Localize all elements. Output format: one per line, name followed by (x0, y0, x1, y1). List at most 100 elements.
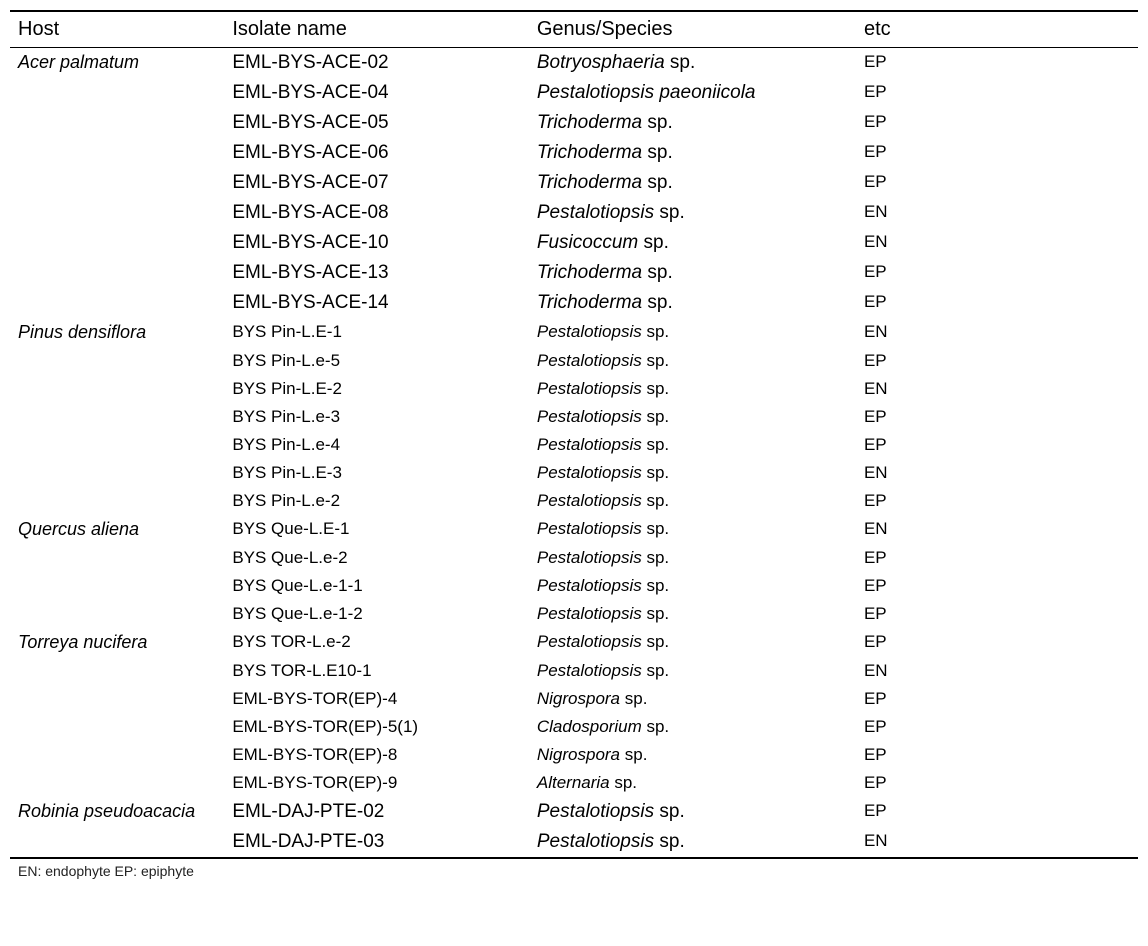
table-row: BYS Pin-L.e-3Pestalotiopsis sp.EP (10, 403, 1138, 431)
cell-etc: EN (856, 318, 1138, 347)
cell-host (10, 138, 224, 168)
cell-isolate: BYS TOR-L.e-2 (224, 628, 529, 657)
cell-isolate: BYS Pin-L.e-3 (224, 403, 529, 431)
cell-host: Pinus densiflora (10, 318, 224, 347)
cell-genus: Nigrospora sp. (529, 741, 856, 769)
cell-genus: Pestalotiopsis sp. (529, 347, 856, 375)
cell-genus: Pestalotiopsis paeoniicola (529, 78, 856, 108)
cell-genus: Pestalotiopsis sp. (529, 403, 856, 431)
table-row: BYS Pin-L.e-4Pestalotiopsis sp.EP (10, 431, 1138, 459)
cell-genus: Pestalotiopsis sp. (529, 572, 856, 600)
cell-etc: EP (856, 48, 1138, 79)
cell-host (10, 375, 224, 403)
cell-isolate: EML-BYS-TOR(EP)-4 (224, 685, 529, 713)
cell-genus: Pestalotiopsis sp. (529, 198, 856, 228)
cell-genus: Pestalotiopsis sp. (529, 318, 856, 347)
cell-genus: Pestalotiopsis sp. (529, 657, 856, 685)
cell-genus: Alternaria sp. (529, 769, 856, 797)
cell-host: Quercus aliena (10, 515, 224, 544)
cell-isolate: EML-BYS-ACE-10 (224, 228, 529, 258)
cell-genus: Pestalotiopsis sp. (529, 600, 856, 628)
cell-isolate: BYS Que-L.e-1-1 (224, 572, 529, 600)
table-row: EML-BYS-ACE-06Trichoderma sp.EP (10, 138, 1138, 168)
col-genus: Genus/Species (529, 11, 856, 48)
table-row: BYS Que-L.e-2Pestalotiopsis sp.EP (10, 544, 1138, 572)
cell-genus: Cladosporium sp. (529, 713, 856, 741)
table-row: BYS Pin-L.E-3Pestalotiopsis sp.EN (10, 459, 1138, 487)
cell-etc: EP (856, 108, 1138, 138)
cell-isolate: EML-BYS-ACE-02 (224, 48, 529, 79)
cell-host (10, 258, 224, 288)
cell-genus: Trichoderma sp. (529, 138, 856, 168)
table-row: Robinia pseudoacaciaEML-DAJ-PTE-02Pestal… (10, 797, 1138, 827)
cell-genus: Pestalotiopsis sp. (529, 487, 856, 515)
cell-etc: EN (856, 827, 1138, 858)
cell-etc: EN (856, 198, 1138, 228)
col-etc: etc (856, 11, 1138, 48)
cell-etc: EP (856, 431, 1138, 459)
cell-genus: Pestalotiopsis sp. (529, 431, 856, 459)
cell-host (10, 228, 224, 258)
cell-isolate: BYS Que-L.e-1-2 (224, 600, 529, 628)
cell-host (10, 487, 224, 515)
table-row: BYS Que-L.e-1-2Pestalotiopsis sp.EP (10, 600, 1138, 628)
cell-isolate: BYS Pin-L.E-1 (224, 318, 529, 347)
cell-genus: Pestalotiopsis sp. (529, 628, 856, 657)
cell-host (10, 459, 224, 487)
cell-etc: EP (856, 487, 1138, 515)
cell-etc: EP (856, 572, 1138, 600)
cell-etc: EP (856, 288, 1138, 318)
cell-genus: Pestalotiopsis sp. (529, 375, 856, 403)
cell-genus: Pestalotiopsis sp. (529, 827, 856, 858)
cell-isolate: EML-BYS-TOR(EP)-9 (224, 769, 529, 797)
table-row: EML-BYS-TOR(EP)-4Nigrospora sp.EP (10, 685, 1138, 713)
table-row: BYS Pin-L.e-5Pestalotiopsis sp.EP (10, 347, 1138, 375)
cell-isolate: EML-BYS-ACE-13 (224, 258, 529, 288)
table-row: EML-BYS-ACE-04Pestalotiopsis paeoniicola… (10, 78, 1138, 108)
cell-etc: EP (856, 600, 1138, 628)
table-row: BYS Pin-L.E-2Pestalotiopsis sp.EN (10, 375, 1138, 403)
cell-isolate: BYS TOR-L.E10-1 (224, 657, 529, 685)
cell-isolate: EML-BYS-ACE-14 (224, 288, 529, 318)
cell-etc: EN (856, 459, 1138, 487)
table-row: Acer palmatumEML-BYS-ACE-02Botryosphaeri… (10, 48, 1138, 79)
cell-etc: EP (856, 797, 1138, 827)
cell-isolate: BYS Que-L.e-2 (224, 544, 529, 572)
cell-isolate: BYS Pin-L.e-2 (224, 487, 529, 515)
cell-host (10, 403, 224, 431)
table-row: EML-BYS-ACE-13Trichoderma sp.EP (10, 258, 1138, 288)
col-host: Host (10, 11, 224, 48)
cell-etc: EP (856, 78, 1138, 108)
cell-host: Acer palmatum (10, 48, 224, 79)
table-row: Quercus alienaBYS Que-L.E-1Pestalotiopsi… (10, 515, 1138, 544)
table-row: EML-BYS-ACE-10Fusicoccum sp.EN (10, 228, 1138, 258)
cell-isolate: EML-BYS-ACE-07 (224, 168, 529, 198)
cell-host: Robinia pseudoacacia (10, 797, 224, 827)
cell-host (10, 827, 224, 858)
cell-genus: Pestalotiopsis sp. (529, 544, 856, 572)
cell-isolate: EML-BYS-TOR(EP)-8 (224, 741, 529, 769)
cell-genus: Nigrospora sp. (529, 685, 856, 713)
cell-host (10, 108, 224, 138)
cell-etc: EP (856, 544, 1138, 572)
table-row: EML-BYS-TOR(EP)-9Alternaria sp.EP (10, 769, 1138, 797)
cell-host (10, 544, 224, 572)
cell-isolate: BYS Pin-L.e-4 (224, 431, 529, 459)
cell-etc: EP (856, 685, 1138, 713)
table-row: Torreya nuciferaBYS TOR-L.e-2Pestalotiop… (10, 628, 1138, 657)
cell-isolate: EML-BYS-ACE-04 (224, 78, 529, 108)
cell-etc: EN (856, 228, 1138, 258)
cell-genus: Trichoderma sp. (529, 258, 856, 288)
col-isolate: Isolate name (224, 11, 529, 48)
table-row: BYS TOR-L.E10-1Pestalotiopsis sp.EN (10, 657, 1138, 685)
cell-etc: EN (856, 657, 1138, 685)
cell-etc: EP (856, 403, 1138, 431)
cell-etc: EP (856, 628, 1138, 657)
cell-isolate: BYS Que-L.E-1 (224, 515, 529, 544)
cell-isolate: EML-BYS-ACE-08 (224, 198, 529, 228)
cell-host (10, 78, 224, 108)
cell-host (10, 572, 224, 600)
table-row: EML-DAJ-PTE-03Pestalotiopsis sp.EN (10, 827, 1138, 858)
table-row: EML-BYS-ACE-05Trichoderma sp.EP (10, 108, 1138, 138)
cell-isolate: BYS Pin-L.E-3 (224, 459, 529, 487)
